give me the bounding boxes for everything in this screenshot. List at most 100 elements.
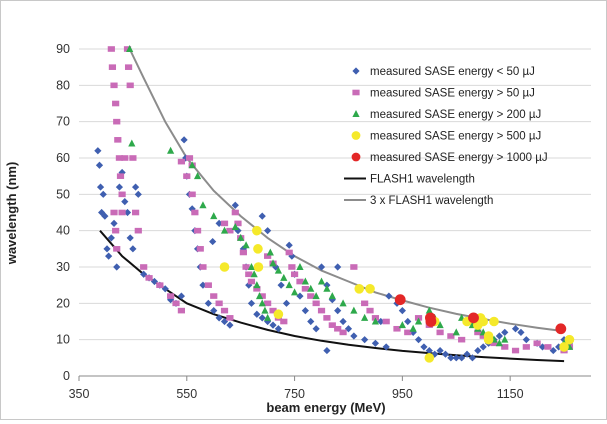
- data-point-series-1: [385, 292, 393, 300]
- data-point-series-2: [226, 227, 234, 234]
- data-point-series-2: [264, 300, 272, 307]
- data-point-series-2: [185, 155, 194, 161]
- data-point-series-2: [204, 282, 212, 288]
- data-point-series-1: [334, 263, 342, 271]
- data-point-series-3: [193, 172, 202, 180]
- data-point-series-2: [121, 155, 129, 161]
- data-point-series-2: [474, 329, 482, 336]
- y-tick-label: 60: [56, 151, 70, 165]
- data-point-series-5: [468, 312, 479, 324]
- data-point-series-2: [280, 318, 288, 325]
- x-tick-label: 350: [69, 387, 90, 401]
- data-point-series-3: [266, 248, 274, 256]
- data-point-series-2: [350, 264, 358, 270]
- data-point-series-2: [115, 155, 124, 161]
- data-point-series-2: [339, 329, 347, 336]
- legend-label-series-4: measured SASE energy > 500 µJ: [370, 131, 541, 143]
- data-point-series-1: [204, 299, 212, 307]
- data-point-series-2: [511, 347, 520, 354]
- data-point-series-2: [501, 344, 509, 350]
- data-point-series-2: [220, 307, 229, 314]
- data-point-series-2: [183, 173, 191, 179]
- data-point-series-2: [447, 333, 455, 339]
- y-tick-label: 10: [56, 333, 70, 347]
- legend-marker-series-5: [351, 152, 361, 162]
- x-tick-label: 750: [284, 387, 305, 401]
- data-point-series-1: [479, 343, 487, 351]
- data-point-series-3: [264, 313, 272, 321]
- data-point-series-2: [307, 293, 315, 299]
- data-point-series-2: [172, 300, 180, 307]
- data-point-series-3: [501, 335, 509, 343]
- data-point-series-1: [312, 325, 320, 333]
- data-point-series-3: [371, 317, 380, 325]
- data-point-series-2: [129, 155, 137, 161]
- data-point-series-4: [483, 334, 494, 345]
- data-point-series-1: [247, 299, 256, 307]
- data-point-series-3: [339, 299, 347, 307]
- data-point-series-4: [354, 284, 365, 294]
- data-point-series-2: [404, 329, 412, 336]
- data-point-series-2: [124, 64, 133, 70]
- data-point-series-2: [177, 158, 185, 165]
- data-point-series-5: [555, 323, 567, 335]
- data-point-series-2: [296, 278, 304, 285]
- legend-label-series-5: measured SASE energy > 1000 µJ: [370, 152, 548, 164]
- data-point-series-1: [296, 292, 304, 300]
- y-tick-label: 30: [56, 260, 70, 274]
- data-point-series-2: [167, 293, 175, 299]
- data-point-series-3: [247, 263, 256, 270]
- data-point-series-3: [414, 317, 423, 325]
- data-point-series-3: [317, 277, 326, 285]
- data-point-series-3: [280, 273, 288, 281]
- data-point-series-2: [290, 271, 299, 278]
- x-axis-title: beam energy (MeV): [266, 400, 385, 415]
- data-point-series-1: [95, 161, 104, 169]
- data-point-series-1: [420, 343, 428, 351]
- data-point-series-1: [258, 212, 266, 220]
- data-point-series-2: [110, 209, 118, 216]
- data-point-series-3: [312, 292, 320, 300]
- data-point-series-3: [495, 339, 503, 347]
- data-point-series-2: [220, 220, 229, 227]
- data-point-series-3: [210, 212, 218, 220]
- data-point-series-1: [317, 263, 326, 271]
- y-tick-label: 40: [56, 224, 70, 238]
- data-point-series-3: [425, 306, 433, 314]
- legend: measured SASE energy < 50 µJ measured SAS…: [344, 66, 548, 207]
- data-point-series-1: [555, 343, 563, 351]
- data-point-series-1: [101, 212, 109, 220]
- data-point-series-3: [269, 259, 277, 267]
- data-point-series-1: [495, 332, 503, 340]
- data-point-series-1: [409, 328, 417, 336]
- legend-marker-series-4: [351, 131, 361, 140]
- data-point-series-1: [301, 307, 309, 315]
- data-point-series-1: [96, 183, 105, 191]
- data-point-series-4: [564, 334, 575, 345]
- data-point-series-3: [188, 161, 196, 169]
- data-point-series-3: [452, 328, 460, 336]
- data-point-series-2: [134, 227, 142, 234]
- line-series-2: [128, 48, 565, 333]
- legend-label-line-1: FLASH1 wavelength: [370, 174, 475, 186]
- data-point-series-1: [226, 321, 234, 329]
- data-point-series-3: [167, 146, 175, 154]
- legend-label-series-1: measured SASE energy < 50 µJ: [370, 66, 535, 78]
- data-point-series-5: [394, 294, 406, 306]
- data-point-series-1: [98, 208, 106, 217]
- data-point-series-1: [103, 245, 111, 253]
- data-point-series-1: [115, 183, 124, 191]
- data-point-series-2: [479, 333, 487, 339]
- legend-label-series-2: measured SASE energy > 50 µJ: [370, 88, 535, 100]
- data-point-series-2: [156, 282, 164, 288]
- data-point-series-2: [258, 293, 266, 299]
- data-point-series-1: [398, 307, 406, 315]
- y-tick-label: 70: [56, 115, 70, 129]
- data-point-series-2: [112, 227, 120, 234]
- data-point-series-1: [285, 241, 293, 249]
- data-point-series-1: [522, 336, 530, 344]
- data-point-series-3: [290, 288, 299, 296]
- data-point-series-2: [436, 329, 444, 336]
- data-point-series-3: [274, 266, 283, 274]
- data-point-series-1: [129, 245, 137, 253]
